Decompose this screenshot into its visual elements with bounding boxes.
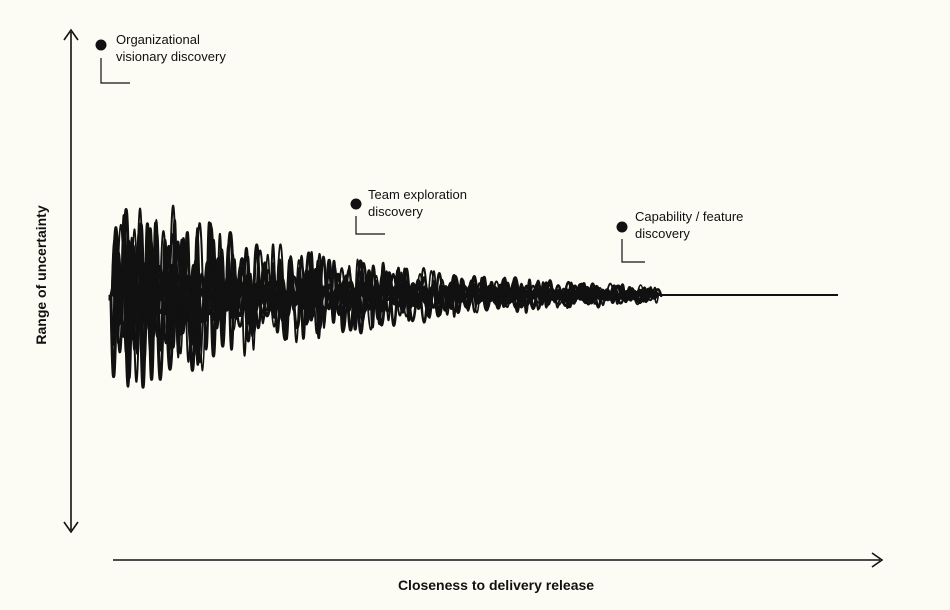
- annotation-label-line1: Capability / feature: [635, 209, 743, 224]
- x-axis: [113, 552, 884, 568]
- scribble-core: [108, 282, 655, 308]
- svg-text:Capability / feature dis: Capability / feature discovery: [635, 209, 747, 241]
- y-axis: [63, 28, 79, 534]
- annotation-label-line2: visionary discovery: [116, 49, 226, 64]
- annotation-capability-feature: Capability / feature discovery: [616, 209, 747, 263]
- y-axis-arrow-bottom: [63, 521, 79, 534]
- annotation-label-line1: Organizational: [116, 32, 200, 47]
- annotation-organizational: Organizational visionary discovery: [95, 32, 226, 84]
- x-axis-arrow: [871, 552, 884, 568]
- annotation-label-line2: discovery: [635, 226, 690, 241]
- annotation-leader: [100, 58, 130, 84]
- annotation-dot: [350, 198, 362, 210]
- y-axis-title: Range of uncertainty: [33, 205, 49, 344]
- uncertainty-scribble: [108, 204, 663, 389]
- annotation-label-line2: discovery: [368, 204, 423, 219]
- annotation-dot: [616, 221, 628, 233]
- annotation-leader: [355, 216, 385, 235]
- annotation-team-exploration: Team exploration discovery: [350, 187, 471, 235]
- annotation-label-line1: Team exploration: [368, 187, 467, 202]
- annotation-leader: [621, 239, 645, 263]
- y-axis-arrow-top: [63, 28, 79, 41]
- svg-text:Organizational visionary: Organizational visionary discovery: [116, 32, 226, 64]
- x-axis-title: Closeness to delivery release: [398, 577, 594, 593]
- annotation-dot: [95, 39, 107, 51]
- svg-text:Team exploration discove: Team exploration discovery: [368, 187, 471, 219]
